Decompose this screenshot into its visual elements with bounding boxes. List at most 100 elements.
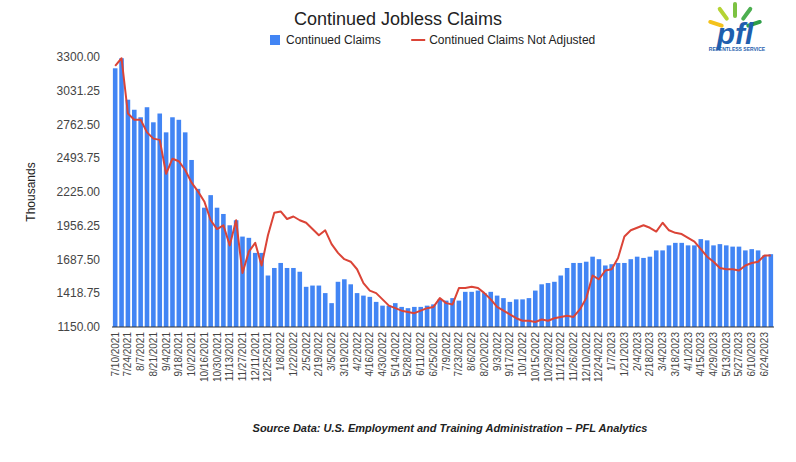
y-tick-label: 2225.00 (57, 185, 101, 199)
bar (641, 258, 646, 327)
y-axis-label: Thousands (24, 162, 38, 221)
x-tick-label: 10/1/2022 (517, 332, 528, 377)
bar (291, 268, 296, 327)
bar (278, 263, 283, 327)
bar (119, 58, 124, 327)
bar (654, 250, 659, 327)
bar (520, 299, 525, 327)
bar (648, 257, 653, 327)
legend-label: Continued Claims (286, 33, 381, 47)
x-tick-label: 7/10/2021 (110, 332, 121, 377)
x-tick-label: 8/21/2021 (148, 332, 159, 377)
legend: Continued Claims Continued Claims Not Adj… (270, 33, 595, 47)
bar (151, 122, 156, 327)
bar (673, 243, 678, 327)
chart: Continued Jobless ClaimsThousands1150.00… (0, 0, 796, 462)
x-tick-label: 5/14/2022 (390, 332, 401, 377)
bar (380, 306, 385, 327)
bar (132, 110, 137, 327)
bar (387, 306, 392, 327)
bar (527, 298, 532, 327)
x-tick-label: 3/19/2022 (339, 332, 350, 377)
x-tick-label: 7/9/2022 (441, 332, 452, 371)
x-tick-label: 11/13/2021 (224, 332, 235, 382)
x-tick-label: 3/5/2022 (326, 332, 337, 371)
bar (317, 286, 322, 327)
x-tick-label: 10/15/2022 (530, 332, 541, 382)
tick-mark (108, 293, 112, 294)
bar (769, 254, 774, 327)
x-tick-label: 4/16/2022 (364, 332, 375, 377)
bar (202, 208, 207, 327)
bar (304, 287, 309, 327)
y-tick-label: 1687.50 (57, 253, 101, 267)
y-tick-label: 3031.25 (57, 84, 101, 98)
bar (482, 293, 487, 327)
bar (660, 250, 665, 327)
bar (762, 255, 767, 327)
bar (329, 303, 334, 327)
y-tick-label: 1956.25 (57, 219, 101, 233)
bar (737, 247, 742, 327)
bar (743, 250, 748, 327)
bar (336, 282, 341, 327)
x-tick-label: 12/11/2021 (250, 332, 261, 382)
x-tick-label: 8/6/2022 (466, 332, 477, 371)
bar (145, 107, 150, 327)
bar (609, 264, 614, 327)
bar (266, 276, 271, 327)
x-tick-label: 4/29/2023 (708, 332, 719, 377)
legend-swatch (270, 35, 280, 45)
x-tick-label: 6/10/2023 (746, 332, 757, 377)
bar (297, 272, 302, 327)
y-tick-label: 2762.50 (57, 118, 101, 132)
tick-mark (108, 259, 112, 260)
bar (469, 292, 474, 327)
bar (679, 243, 684, 327)
x-tick-label: 9/4/2021 (161, 332, 172, 371)
bar (310, 286, 315, 327)
x-tick-label: 1/22/2022 (288, 332, 299, 377)
bar (749, 249, 754, 327)
x-tick-label: 8/7/2021 (135, 332, 146, 371)
legend-swatch (411, 39, 425, 41)
bar (170, 117, 175, 327)
bar (253, 253, 258, 327)
bar (463, 292, 468, 327)
bar (323, 293, 328, 327)
bar (412, 307, 417, 327)
logo-ray (733, 4, 737, 16)
x-axis-line (112, 327, 774, 328)
bar (272, 268, 277, 327)
tick-mark (108, 57, 112, 58)
bar (240, 237, 245, 327)
logo: pflRELENTLESS SERVICE (709, 4, 766, 52)
bar (590, 257, 595, 327)
bar (718, 244, 723, 327)
x-tick-label: 9/17/2022 (504, 332, 515, 377)
bar (342, 279, 347, 327)
background (0, 0, 796, 462)
x-tick-label: 3/18/2023 (670, 332, 681, 377)
bar (495, 296, 500, 327)
bar (196, 189, 201, 327)
x-tick-label: 10/2/2021 (186, 332, 197, 377)
title: Continued Jobless Claims (294, 9, 502, 29)
legend-label: Continued Claims Not Adjusted (429, 33, 595, 47)
bar (438, 299, 443, 327)
x-tick-label: 4/30/2022 (377, 332, 388, 377)
tick-mark (108, 158, 112, 159)
bar (444, 301, 449, 327)
bar (597, 259, 602, 327)
tick-mark (108, 124, 112, 125)
bar (348, 284, 353, 327)
bar (183, 132, 188, 327)
x-tick-label: 12/10/2022 (581, 332, 592, 382)
bar (177, 120, 182, 327)
bar (126, 100, 131, 327)
x-tick-label: 9/3/2022 (492, 332, 503, 371)
x-tick-label: 1/21/2023 (619, 332, 630, 377)
x-tick-label: 11/26/2022 (568, 332, 579, 382)
source-note: Source Data: U.S. Employment and Trainin… (253, 422, 648, 434)
plot-area (113, 58, 773, 327)
